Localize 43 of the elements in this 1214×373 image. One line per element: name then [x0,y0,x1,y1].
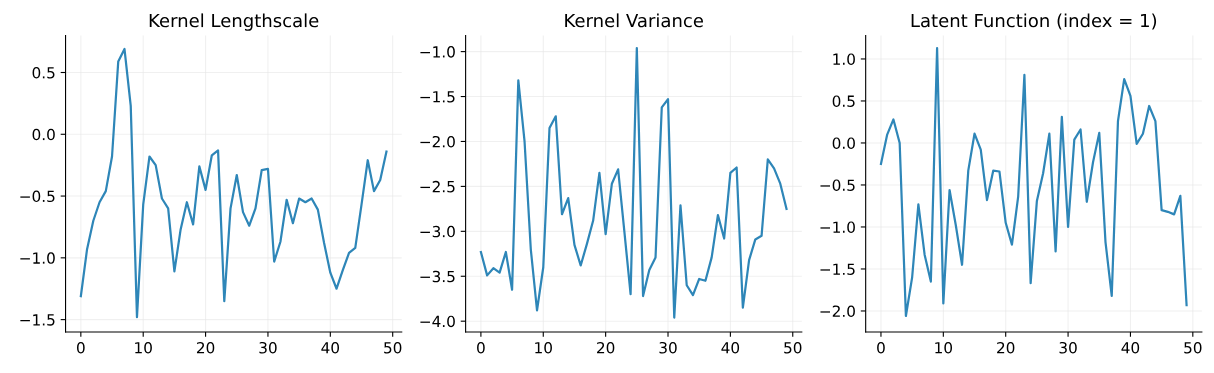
y-tick-label: −3.5 [420,270,455,283]
x-tick-label: 30 [659,341,677,354]
x-tick-label: 20 [597,341,615,354]
y-tick-label: −2.0 [420,135,455,148]
x-tick-label: 30 [1059,341,1077,354]
y-tick-label: 1.0 [833,53,855,65]
y-tick-label: −1.5 [420,91,455,103]
y-tick-label: −1.0 [820,221,855,233]
x-tick-label: 50 [384,341,402,354]
x-tick-label: 40 [1121,341,1140,354]
y-tick-label: −1.0 [20,252,55,264]
chart-title: Kernel Variance [565,13,703,28]
chart-title: Latent Function (index = 1) [911,13,1157,30]
y-tick-label: −2.5 [420,180,455,193]
x-tick-label: 0 [877,341,885,354]
x-tick-label: 0 [477,341,485,354]
x-tick-label: 10 [135,341,152,354]
x-tick-label: 30 [259,341,277,354]
x-tick-label: 20 [196,341,215,354]
y-tick-label: −4.0 [420,315,455,328]
x-tick-label: 20 [997,341,1015,354]
x-tick-label: 40 [721,341,740,354]
y-tick-label: −1.0 [420,46,455,58]
y-tick-label: −1.5 [20,314,55,326]
y-tick-label: −2.0 [820,305,855,317]
y-tick-label: −3.0 [420,225,455,238]
line-series [479,46,788,319]
x-tick-label: 50 [1184,341,1202,354]
y-tick-label: 0.0 [832,137,855,149]
y-tick-label: −0.5 [20,190,55,203]
x-tick-label: 50 [784,341,802,354]
y-tick-label: 0.5 [32,66,55,79]
y-tick-label: −0.5 [820,179,855,191]
x-tick-label: 10 [935,341,953,354]
y-tick-label: 0.5 [832,95,855,107]
x-tick-label: 40 [321,341,340,354]
line-series [79,47,388,319]
x-tick-label: 0 [76,341,85,354]
line-series [879,46,1188,318]
y-tick-label: −1.5 [820,263,855,275]
chart-title: Kernel Lengthscale [149,13,319,31]
x-tick-label: 10 [535,341,552,354]
y-tick-label: 0.0 [32,128,55,141]
